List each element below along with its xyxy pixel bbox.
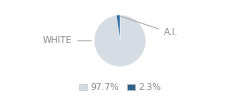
Wedge shape — [94, 15, 146, 66]
Legend: 97.7%, 2.3%: 97.7%, 2.3% — [75, 79, 165, 95]
Wedge shape — [116, 15, 120, 41]
Text: A.I.: A.I. — [121, 16, 178, 38]
Text: WHITE: WHITE — [43, 36, 91, 45]
